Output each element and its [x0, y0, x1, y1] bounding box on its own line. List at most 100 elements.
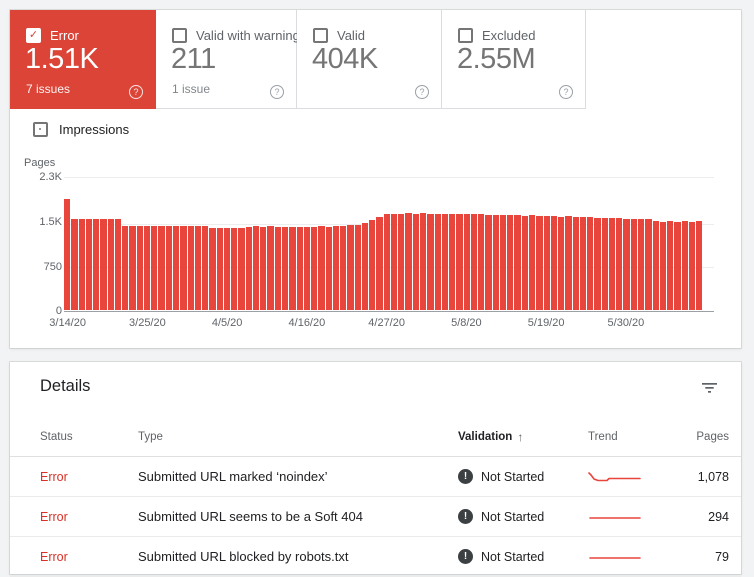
column-header-trend[interactable]: Trend	[588, 431, 618, 443]
validation-header-label: Validation	[458, 431, 513, 443]
help-icon[interactable]: ?	[270, 85, 284, 99]
chart-bar	[64, 199, 71, 310]
column-header-pages[interactable]: Pages	[696, 431, 729, 443]
tile-valid-label: Valid	[337, 28, 365, 43]
table-row[interactable]: Error Submitted URL seems to be a Soft 40…	[10, 497, 741, 537]
row-validation: ! Not Started	[458, 509, 588, 524]
x-tick-label: 4/27/20	[368, 317, 405, 329]
chart-bar	[514, 215, 521, 310]
column-header-status[interactable]: Status	[40, 431, 73, 443]
chart-bar	[398, 213, 405, 310]
impressions-toggle[interactable]: Impressions	[33, 122, 129, 137]
chart-bar	[681, 221, 688, 310]
chart-bar	[209, 227, 216, 310]
row-status: Error	[40, 549, 68, 564]
chart-bar	[158, 225, 165, 310]
table-row[interactable]: Error Submitted URL blocked by robots.txt…	[10, 537, 741, 577]
chart-bar	[427, 213, 434, 310]
chart-bar	[354, 224, 361, 310]
chart-bar	[187, 225, 194, 310]
column-header-type[interactable]: Type	[138, 431, 163, 443]
chart-bar	[565, 216, 572, 310]
chart-bar	[441, 214, 449, 310]
chart-bar	[550, 215, 558, 310]
row-type: Submitted URL marked ‘noindex’	[138, 469, 328, 484]
chart-bar	[390, 213, 398, 310]
y-tick-label: 750	[43, 261, 62, 273]
help-icon[interactable]: ?	[129, 85, 143, 99]
validation-status-text: Not Started	[481, 469, 545, 484]
chart-bar	[165, 225, 172, 310]
filter-icon[interactable]	[701, 381, 719, 395]
tile-excluded[interactable]: Excluded 2.55M ?	[442, 10, 586, 109]
tile-valid-warnings-sub: 1 issue	[172, 82, 211, 96]
help-icon[interactable]: ?	[415, 85, 429, 99]
y-tick-label: 2.3K	[39, 171, 62, 183]
status-tiles: ✓ Error 1.51K 7 issues ? Valid with warn…	[10, 10, 741, 109]
chart-bar	[332, 226, 340, 310]
row-type: Submitted URL blocked by robots.txt	[138, 549, 349, 564]
tile-error-sub: 7 issues	[26, 82, 71, 96]
row-trend-sparkline	[588, 550, 650, 564]
chart-bar	[637, 218, 645, 310]
help-icon[interactable]: ?	[559, 85, 573, 99]
column-header-validation[interactable]: Validation ↑	[458, 430, 588, 444]
not-started-icon: !	[458, 509, 473, 524]
chart-bar	[151, 225, 158, 310]
chart-bar	[507, 215, 514, 310]
chart-bar	[572, 216, 579, 310]
chart-bar	[608, 218, 616, 310]
chart-bar	[202, 226, 209, 310]
chart-bar	[347, 225, 354, 310]
tile-error[interactable]: ✓ Error 1.51K 7 issues ?	[10, 10, 156, 109]
x-axis-ticks: 3/14/20 3/25/20 4/5/20 4/16/20 4/27/20 5/8/20…	[49, 317, 702, 331]
valid-checkbox-icon[interactable]	[313, 28, 328, 43]
chart-bar	[78, 218, 85, 310]
chart-bar	[645, 219, 652, 310]
chart-bar	[289, 226, 296, 310]
row-validation: ! Not Started	[458, 549, 588, 564]
chart-bar	[274, 226, 281, 310]
chart-bar	[369, 219, 376, 310]
chart-bar	[296, 226, 303, 310]
chart-bar	[318, 226, 325, 310]
row-status: Error	[40, 509, 68, 524]
x-tick-label: 4/16/20	[288, 317, 326, 329]
chart-bar	[470, 214, 478, 310]
chart-bar	[122, 225, 129, 310]
chart-bar	[340, 225, 347, 310]
x-tick-label: 5/19/20	[527, 317, 565, 329]
validation-status-text: Not Started	[481, 509, 545, 524]
chart-bar	[521, 215, 528, 310]
chart-bar	[485, 215, 492, 310]
chart-bar	[129, 225, 136, 310]
chart-bar	[238, 227, 245, 310]
chart-bar	[601, 217, 608, 310]
x-tick-label: 5/30/20	[607, 317, 645, 329]
chart-bar	[659, 221, 667, 310]
error-checkbox-icon[interactable]: ✓	[26, 28, 41, 43]
excluded-checkbox-icon[interactable]	[458, 28, 473, 43]
chart-bar	[529, 215, 536, 310]
chart-bar	[652, 221, 659, 310]
chart-bar	[579, 216, 587, 310]
table-row[interactable]: Error Submitted URL marked ‘noindex’! Not …	[10, 457, 741, 497]
tile-valid[interactable]: Valid 404K ?	[297, 10, 442, 109]
chart-bar	[492, 214, 499, 310]
tile-valid-warnings-value: 211	[171, 43, 216, 75]
chart-bar	[449, 213, 456, 310]
y-axis-title: Pages	[24, 157, 56, 169]
chart-bar	[499, 215, 507, 310]
row-validation: ! Not Started	[458, 469, 588, 484]
tile-valid-warnings[interactable]: Valid with warnings 211 1 issue ?	[156, 10, 306, 109]
valid-warnings-checkbox-icon[interactable]	[172, 28, 187, 43]
chart-bar	[216, 228, 223, 310]
impressions-checkbox-icon[interactable]	[33, 122, 48, 137]
chart-bar	[93, 218, 100, 310]
chart-bar	[594, 217, 601, 310]
chart-bar	[587, 217, 594, 310]
tile-error-value: 1.51K	[25, 43, 99, 75]
tile-excluded-label: Excluded	[482, 28, 536, 43]
validation-status-text: Not Started	[481, 549, 545, 564]
chart-bar	[623, 218, 630, 310]
